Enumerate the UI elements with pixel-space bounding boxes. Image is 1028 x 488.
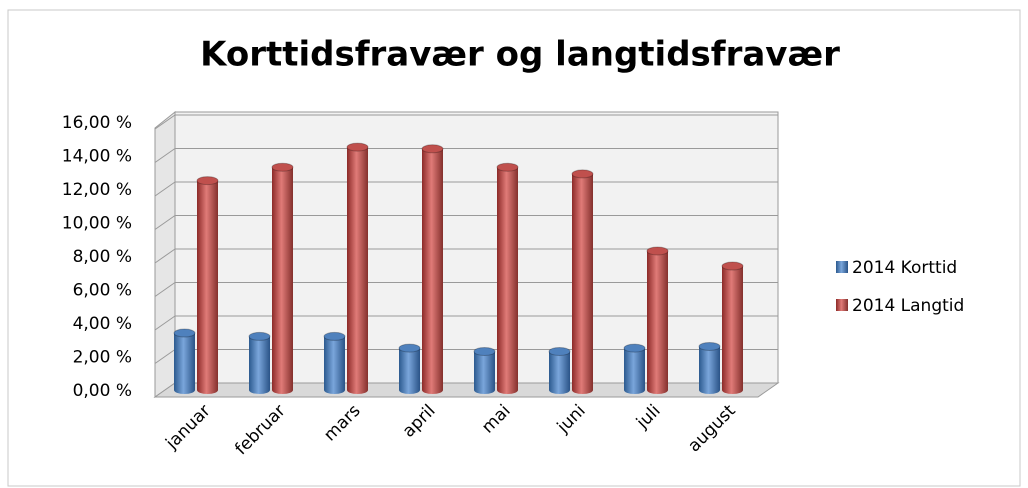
bar xyxy=(572,173,593,390)
grid-line-side xyxy=(154,315,176,331)
legend-label: 2014 Langtid xyxy=(852,296,964,316)
bar-cap xyxy=(271,162,294,172)
grid-line-side xyxy=(154,148,176,163)
bar xyxy=(197,180,218,390)
bar xyxy=(249,336,270,390)
bar-base xyxy=(324,386,345,394)
bar xyxy=(647,250,668,390)
bar-base xyxy=(549,386,570,394)
bar xyxy=(324,336,345,390)
bar-base xyxy=(174,386,195,394)
bar-base xyxy=(647,386,668,394)
bar-base xyxy=(197,386,218,394)
bar-base xyxy=(272,386,293,394)
bar-base xyxy=(497,386,518,394)
bar xyxy=(399,348,420,390)
bar-cap xyxy=(398,343,421,353)
bar-cap xyxy=(698,341,721,351)
y-tick-label: 2,00 % xyxy=(73,348,132,368)
bar-cap xyxy=(421,144,444,154)
bar-cap xyxy=(623,343,646,353)
grid-line-side xyxy=(154,181,176,197)
y-tick-label: 4,00 % xyxy=(73,314,132,334)
y-tick-label: 8,00 % xyxy=(73,247,132,267)
y-tick-label: 10,00 % xyxy=(62,214,132,234)
bar xyxy=(699,346,720,390)
grid-line-side xyxy=(154,349,176,364)
y-tick-label: 0,00 % xyxy=(73,381,132,401)
bar-cap xyxy=(323,331,346,341)
bar-cap xyxy=(248,331,271,341)
bar-cap xyxy=(346,142,369,152)
bar-base xyxy=(347,386,368,394)
bar-cap xyxy=(496,162,519,172)
bar xyxy=(272,167,293,390)
bar xyxy=(722,266,743,390)
bar-cap xyxy=(473,346,496,356)
grid-line-side xyxy=(154,114,176,130)
y-tick-label: 16,00 % xyxy=(62,113,132,133)
grid-line-side xyxy=(154,248,176,264)
side-wall xyxy=(154,110,176,398)
bar xyxy=(549,351,570,390)
y-tick-label: 14,00 % xyxy=(62,147,132,167)
bar xyxy=(174,333,195,390)
legend-swatch xyxy=(836,261,848,273)
bar-cap xyxy=(548,346,571,356)
grid-line-side xyxy=(154,282,176,297)
bar-base xyxy=(399,386,420,394)
bar xyxy=(474,351,495,390)
bar-base xyxy=(422,386,443,394)
bar xyxy=(497,167,518,390)
bar xyxy=(422,148,443,390)
bar xyxy=(347,147,368,390)
bar-cap xyxy=(196,176,219,186)
legend-label: 2014 Korttid xyxy=(852,258,957,278)
bar-base xyxy=(722,386,743,394)
bar-cap xyxy=(721,261,744,271)
bar-cap xyxy=(173,328,196,338)
bar xyxy=(624,348,645,390)
bar-cap xyxy=(646,246,669,256)
bar-cap xyxy=(571,169,594,179)
floor xyxy=(153,382,780,398)
chart-title: Korttidsfravær og langtidsfravær xyxy=(200,35,840,75)
bar-base xyxy=(572,386,593,394)
bar-base xyxy=(699,386,720,394)
bar-base xyxy=(249,386,270,394)
bar-base xyxy=(624,386,645,394)
bar-base xyxy=(474,386,495,394)
grid-line-side xyxy=(154,215,176,230)
y-tick-label: 6,00 % xyxy=(73,281,132,301)
legend-swatch xyxy=(836,299,848,311)
y-tick-label: 12,00 % xyxy=(62,180,132,200)
